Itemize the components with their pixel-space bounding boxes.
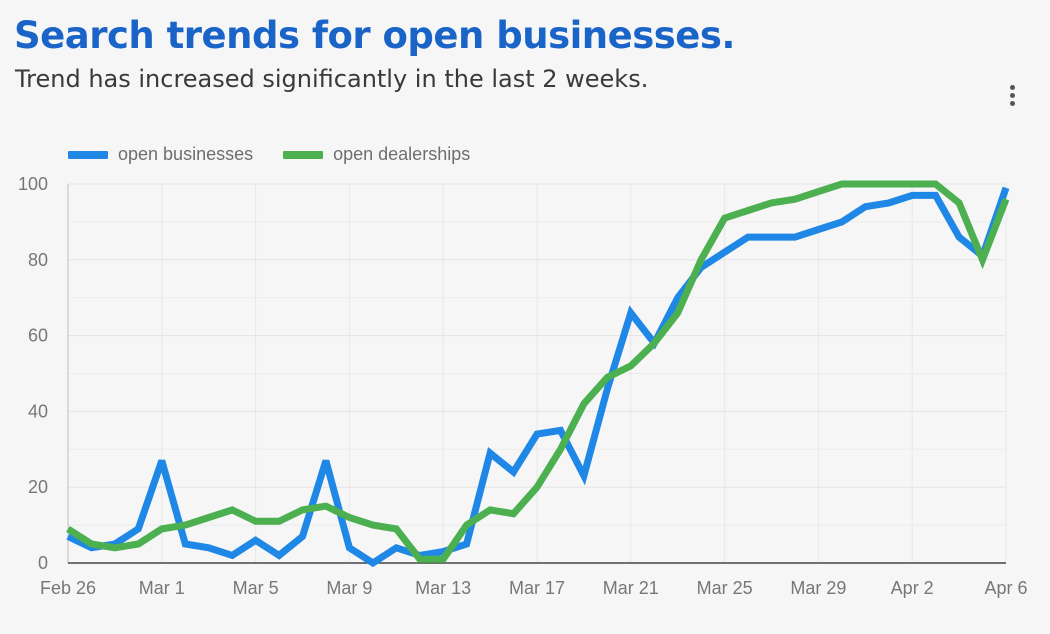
y-tick-label: 80: [28, 250, 48, 270]
x-tick-label: Mar 1: [139, 578, 185, 598]
x-tick-label: Mar 25: [697, 578, 753, 598]
series-line-1: [66, 186, 1010, 568]
y-tick-label: 100: [18, 174, 48, 194]
more-options-icon[interactable]: [1002, 80, 1022, 110]
y-tick-label: 40: [28, 401, 48, 421]
legend-item-series-1[interactable]: open businesses: [68, 144, 253, 165]
x-tick-label: Mar 13: [415, 578, 471, 598]
y-tick-label: 20: [28, 477, 48, 497]
x-tick-label: Feb 26: [40, 578, 96, 598]
y-tick-label: 0: [38, 553, 48, 573]
x-tick-label: Mar 5: [233, 578, 279, 598]
menu-dot: [1009, 84, 1015, 90]
legend-swatch-series-2: [283, 150, 324, 159]
series-line-2: [66, 180, 1010, 563]
chart-title: Search trends for open businesses.: [14, 14, 735, 57]
x-tick-label: Mar 29: [790, 578, 846, 598]
x-tick-label: Mar 9: [326, 578, 372, 598]
legend-item-series-2[interactable]: open dealerships: [283, 144, 470, 165]
chart-subtitle: Trend has increased significantly in the…: [15, 65, 649, 93]
menu-dot: [1009, 92, 1015, 98]
legend-label-series-1: open businesses: [118, 144, 254, 164]
menu-dot: [1009, 100, 1015, 106]
y-tick-label: 60: [28, 326, 48, 346]
chart-legend: open businesses open dealerships: [68, 144, 470, 165]
legend-label-series-2: open dealerships: [333, 144, 471, 164]
x-tick-label: Apr 6: [984, 578, 1027, 598]
legend-swatch-series-1: [68, 150, 108, 159]
x-tick-label: Apr 2: [891, 578, 934, 598]
x-tick-label: Mar 17: [509, 578, 565, 598]
x-tick-label: Mar 21: [603, 578, 659, 598]
